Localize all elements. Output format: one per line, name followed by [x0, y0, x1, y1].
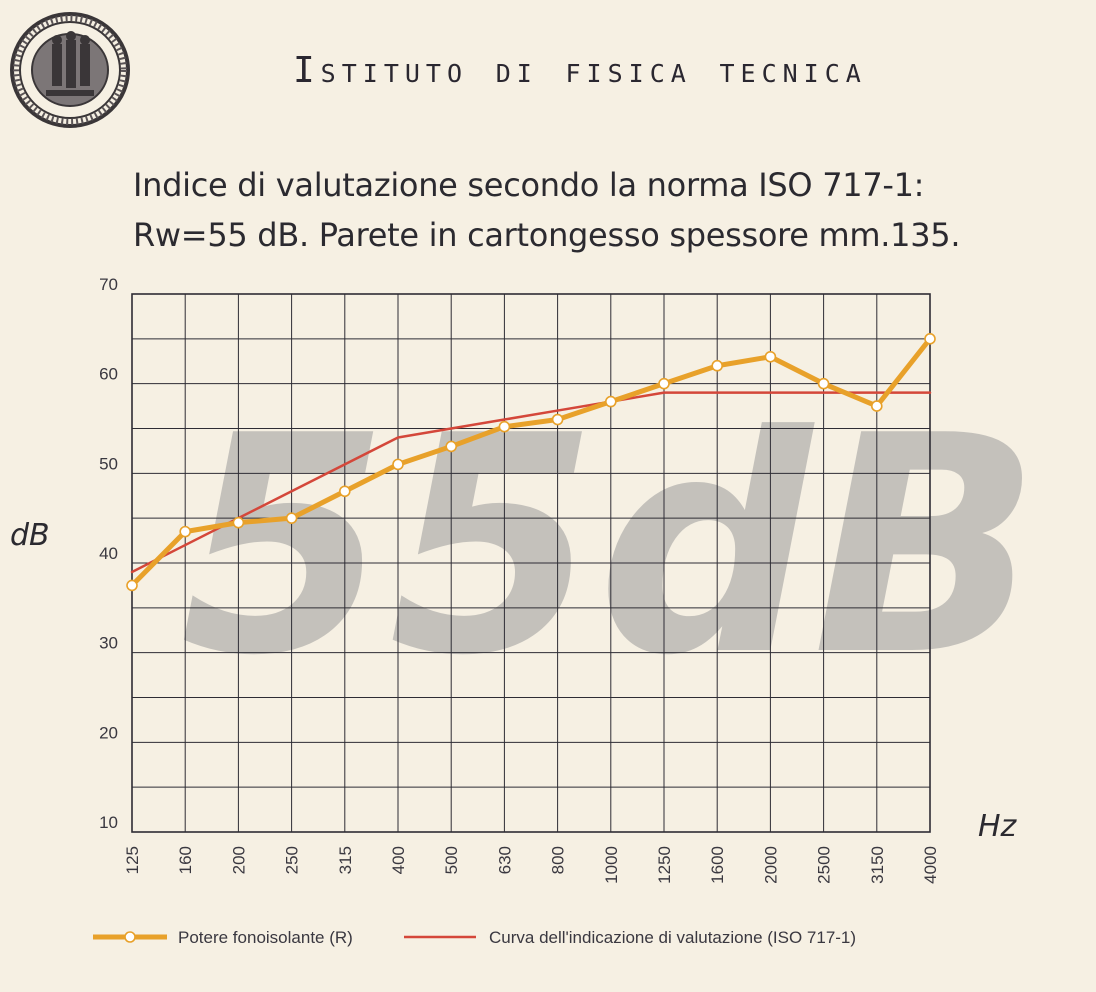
y-tick-label: 50 [99, 454, 118, 473]
data-point-measured [232, 516, 245, 529]
x-tick-label: 1000 [602, 846, 621, 884]
chart-series [126, 333, 936, 592]
x-tick-label: 500 [442, 846, 461, 874]
y-tick-label: 30 [99, 634, 118, 653]
x-tick-label: 125 [123, 846, 142, 874]
data-point-measured [924, 333, 936, 345]
x-tick-label: 3150 [868, 846, 887, 884]
y-tick-label: 60 [99, 365, 118, 384]
x-tick-label: 250 [283, 846, 302, 874]
data-point-measured [870, 400, 883, 412]
data-point-measured [445, 440, 458, 453]
series-line-measured [129, 336, 933, 588]
x-tick-label: 400 [389, 846, 408, 874]
y-axis-label: dB [10, 518, 50, 553]
chart-subtitle-line-1: Indice di valutazione secondo la norma I… [133, 166, 925, 204]
data-point-measured [817, 377, 830, 390]
data-point-measured [338, 485, 351, 498]
x-axis-label: Hz [978, 809, 1018, 844]
data-point-measured [711, 359, 724, 372]
x-tick-label: 315 [336, 846, 355, 874]
chart-legend: Potere fonoisolante (R) Curva dell'indic… [93, 928, 856, 947]
data-point-measured [392, 458, 404, 471]
chart-grid [131, 293, 931, 833]
series-line-reference [130, 391, 932, 574]
x-tick-label: 2500 [815, 846, 834, 884]
y-tick-label: 20 [99, 723, 118, 742]
x-tick-label: 4000 [921, 846, 940, 884]
legend-label-measured: Potere fonoisolante (R) [178, 928, 353, 947]
y-tick-label: 10 [99, 813, 118, 832]
y-tick-label: 70 [99, 275, 118, 294]
chart-subtitle-line-2: Rw=55 dB. Parete in cartongesso spessore… [133, 216, 961, 254]
x-tick-label: 800 [549, 846, 568, 874]
x-tick-label: 2000 [761, 846, 780, 884]
data-point-measured [764, 350, 777, 363]
data-point-measured [285, 512, 298, 524]
data-point-measured [126, 579, 138, 592]
y-tick-label: 40 [99, 544, 118, 563]
y-axis-ticks: 10 20 30 40 50 60 70 [99, 275, 118, 832]
x-tick-label: 1600 [708, 846, 727, 884]
x-tick-label: 630 [495, 846, 514, 874]
data-point-measured [179, 525, 191, 538]
data-point-measured [604, 395, 617, 408]
legend-item-reference: Curva dell'indicazione di valutazione (I… [404, 928, 856, 947]
x-tick-label: 200 [229, 846, 248, 874]
legend-marker-measured [124, 931, 136, 943]
x-tick-label: 160 [176, 846, 195, 874]
legend-item-measured: Potere fonoisolante (R) [93, 928, 353, 947]
data-point-measured [551, 413, 564, 426]
legend-label-reference: Curva dell'indicazione di valutazione (I… [489, 928, 856, 947]
institute-title: Istituto di fisica tecnica [293, 50, 867, 91]
x-tick-label: 1250 [655, 846, 674, 884]
x-axis-ticks: 125 160 200 250 315 400 500 630 800 1000 1250 1600 2… [123, 846, 940, 884]
data-point-measured [498, 420, 511, 433]
university-seal-icon [10, 12, 130, 128]
data-point-measured [658, 377, 670, 390]
